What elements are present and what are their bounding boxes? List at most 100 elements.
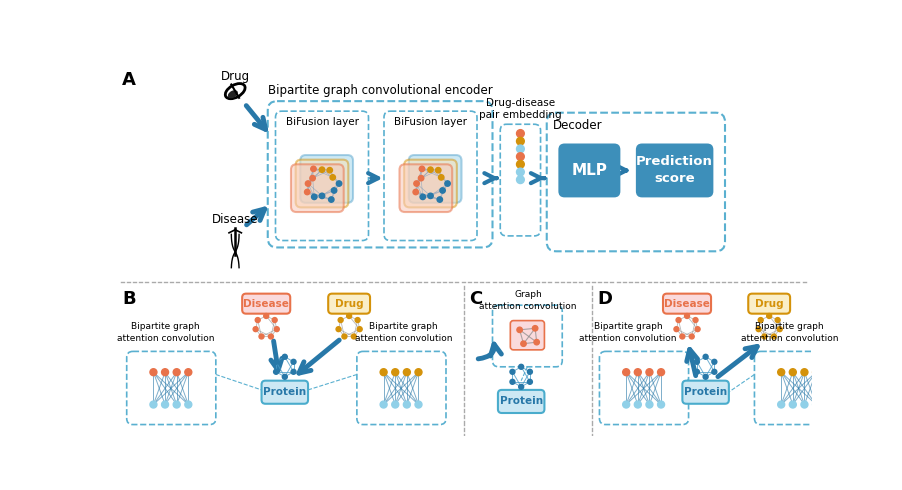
Circle shape (185, 369, 192, 376)
Circle shape (291, 359, 296, 364)
Circle shape (789, 401, 796, 408)
Circle shape (150, 369, 157, 376)
Circle shape (517, 160, 524, 168)
Circle shape (756, 327, 761, 332)
FancyBboxPatch shape (663, 294, 711, 314)
Text: Drug: Drug (335, 299, 364, 309)
Circle shape (778, 401, 785, 408)
Circle shape (342, 334, 347, 339)
Circle shape (680, 334, 685, 339)
Circle shape (519, 365, 524, 369)
Circle shape (161, 369, 169, 376)
Circle shape (328, 197, 334, 202)
Circle shape (695, 327, 700, 332)
FancyBboxPatch shape (262, 381, 308, 404)
Circle shape (658, 401, 665, 408)
Circle shape (646, 369, 653, 376)
Circle shape (319, 167, 325, 172)
Text: Disease: Disease (664, 299, 710, 309)
FancyBboxPatch shape (242, 294, 290, 314)
Circle shape (330, 175, 336, 180)
Circle shape (674, 327, 679, 332)
Text: Drug-disease
pair embedding: Drug-disease pair embedding (479, 98, 562, 121)
Circle shape (419, 166, 425, 172)
Circle shape (658, 369, 665, 376)
Circle shape (634, 401, 641, 408)
Circle shape (704, 354, 708, 359)
Text: Graph
attention convolution: Graph attention convolution (479, 290, 577, 311)
Circle shape (704, 374, 708, 379)
Circle shape (440, 188, 446, 193)
Circle shape (767, 314, 771, 318)
Circle shape (173, 401, 180, 408)
Circle shape (532, 326, 538, 331)
Circle shape (693, 318, 698, 322)
Circle shape (517, 145, 524, 153)
Circle shape (520, 341, 526, 346)
Circle shape (762, 334, 767, 339)
Circle shape (305, 189, 310, 195)
Circle shape (355, 318, 360, 322)
Circle shape (282, 374, 287, 379)
Circle shape (771, 334, 777, 339)
Circle shape (274, 327, 280, 332)
Circle shape (327, 168, 333, 173)
Circle shape (510, 379, 515, 384)
Circle shape (517, 168, 524, 176)
Circle shape (789, 369, 796, 376)
Circle shape (173, 369, 180, 376)
Circle shape (676, 318, 681, 322)
Circle shape (291, 369, 296, 374)
FancyBboxPatch shape (291, 164, 344, 212)
Text: Bipartite graph
attention convolution: Bipartite graph attention convolution (579, 322, 676, 343)
Circle shape (310, 175, 316, 181)
FancyBboxPatch shape (404, 160, 456, 207)
FancyBboxPatch shape (400, 164, 452, 212)
Circle shape (634, 369, 641, 376)
Text: D: D (597, 290, 612, 308)
Circle shape (259, 334, 264, 339)
Circle shape (517, 176, 524, 184)
Circle shape (646, 401, 653, 408)
Circle shape (380, 369, 387, 376)
Circle shape (428, 167, 433, 172)
Text: Decoder: Decoder (553, 119, 603, 132)
Text: Disease: Disease (212, 213, 259, 226)
Text: Prediction
score: Prediction score (636, 155, 713, 185)
Text: Protein: Protein (500, 396, 543, 406)
Circle shape (415, 369, 422, 376)
Circle shape (445, 181, 450, 186)
FancyBboxPatch shape (511, 320, 545, 350)
Circle shape (775, 318, 780, 322)
Circle shape (517, 137, 524, 145)
Text: Protein: Protein (263, 387, 307, 397)
Circle shape (534, 340, 539, 345)
FancyBboxPatch shape (558, 144, 621, 197)
Circle shape (712, 369, 717, 374)
Text: Bipartite graph
attention convolution: Bipartite graph attention convolution (116, 322, 214, 343)
Text: MLP: MLP (572, 163, 607, 178)
Circle shape (263, 314, 269, 318)
Circle shape (778, 327, 782, 332)
Circle shape (420, 194, 426, 199)
Circle shape (436, 168, 441, 173)
Text: Protein: Protein (684, 387, 727, 397)
Text: A: A (122, 71, 136, 89)
Text: Drug: Drug (221, 71, 250, 83)
Text: BiFusion layer: BiFusion layer (394, 117, 467, 127)
Circle shape (689, 334, 695, 339)
Circle shape (391, 401, 399, 408)
FancyBboxPatch shape (683, 381, 729, 404)
Circle shape (331, 188, 336, 193)
Text: C: C (469, 290, 483, 308)
Circle shape (801, 401, 808, 408)
Ellipse shape (228, 90, 238, 98)
Circle shape (517, 327, 522, 333)
Circle shape (778, 369, 785, 376)
Circle shape (712, 359, 717, 364)
Circle shape (414, 181, 419, 186)
Circle shape (269, 334, 273, 339)
Circle shape (336, 327, 341, 332)
Circle shape (255, 318, 260, 322)
Text: Drug: Drug (755, 299, 784, 309)
